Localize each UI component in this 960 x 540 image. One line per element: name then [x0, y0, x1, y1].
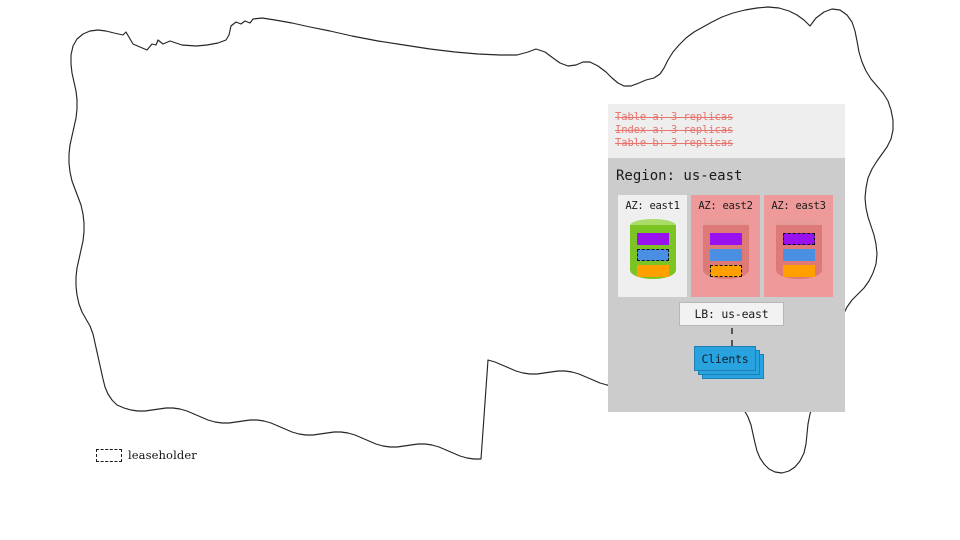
replica-table-a-east1: [636, 233, 669, 245]
az-label-east1: AZ: east1: [625, 200, 680, 212]
replica-table-a-east2: [709, 233, 742, 245]
replica-index-a-east3: [782, 249, 815, 261]
az-box-east2[interactable]: AZ: east2: [691, 195, 760, 297]
schema-line-table-a: Table a: 3 replicas: [615, 111, 734, 123]
replica-index-a-east1-leaseholder: [636, 249, 669, 261]
leaseholder-swatch-icon: [96, 448, 122, 462]
replica-table-b-east3: [782, 265, 815, 277]
clients-stack[interactable]: Clients: [694, 346, 766, 380]
az-label-east3: AZ: east3: [771, 200, 826, 212]
schema-panel: Table a: 3 replicas Index a: 3 replicas …: [608, 104, 845, 158]
replica-bands-east3: [782, 233, 815, 277]
legend-label: leaseholder: [128, 448, 197, 462]
load-balancer-label: LB: us-east: [694, 307, 769, 321]
clients-sheet-front[interactable]: Clients: [694, 346, 756, 371]
replica-table-b-east2-leaseholder: [709, 265, 742, 277]
availability-zone-row: AZ: east1 AZ: east2: [618, 195, 833, 297]
load-balancer-connector: [731, 328, 735, 346]
region-panel-us-east: Region: us-east AZ: east1 AZ: east2: [608, 158, 845, 412]
database-node-east2[interactable]: [702, 219, 749, 285]
replica-table-a-east3-leaseholder: [782, 233, 815, 245]
clients-label: Clients: [701, 351, 749, 366]
load-balancer-box[interactable]: LB: us-east: [679, 302, 784, 326]
schema-line-table-b: Table b: 3 replicas: [615, 137, 734, 150]
replica-index-a-east2: [709, 249, 742, 261]
database-node-east1[interactable]: [629, 219, 676, 285]
legend: leaseholder: [96, 448, 197, 462]
schema-line-index-a: Index a: 3 replicas: [615, 124, 734, 137]
az-box-east1[interactable]: AZ: east1: [618, 195, 687, 297]
region-title: Region: us-east: [616, 168, 743, 184]
replica-table-b-east1: [636, 265, 669, 277]
replica-bands-east2: [709, 233, 742, 277]
az-label-east2: AZ: east2: [698, 200, 753, 212]
az-box-east3[interactable]: AZ: east3: [764, 195, 833, 297]
replica-bands-east1: [636, 233, 669, 277]
database-node-east3[interactable]: [775, 219, 822, 285]
